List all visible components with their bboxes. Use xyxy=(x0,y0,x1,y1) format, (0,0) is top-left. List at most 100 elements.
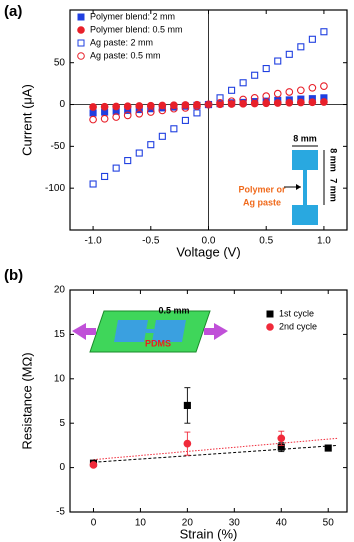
legend-entry: Ag paste: 0.5 mm xyxy=(77,50,161,60)
fit-line xyxy=(93,444,338,463)
inset-device xyxy=(72,310,228,353)
gap xyxy=(146,329,154,333)
marker xyxy=(204,100,213,109)
marker xyxy=(227,97,236,106)
legend: Polymer blend: 2 mm Polymer blend: 0.5 mm… xyxy=(77,11,183,60)
marker xyxy=(250,99,259,108)
marker xyxy=(297,43,305,51)
marker xyxy=(285,88,294,96)
legend-label: 1st cycle xyxy=(279,308,314,318)
legend-entry: 1st cycle xyxy=(266,308,314,318)
annotation: Polymer or xyxy=(238,184,286,194)
pad xyxy=(292,150,318,170)
marker xyxy=(273,99,282,107)
y-tick-label: -50 xyxy=(51,141,66,152)
legend-entry: Polymer blend: 2 mm xyxy=(77,11,175,21)
marker xyxy=(123,111,132,120)
marker xyxy=(239,95,247,104)
marker xyxy=(112,113,121,121)
legend-label: 2nd cycle xyxy=(279,321,317,331)
annotation: 8 mm xyxy=(329,148,339,172)
marker xyxy=(170,125,178,133)
plot: -1.0 -0.5 0.0 0.5 1.0 -100 -50 0 50 Voltage (V) Cu… xyxy=(19,9,348,259)
arrow-head xyxy=(296,184,301,190)
marker xyxy=(296,98,305,107)
marker xyxy=(112,164,120,172)
marker xyxy=(100,102,109,111)
marker xyxy=(135,149,143,157)
marker xyxy=(135,109,144,118)
y-tick-label: 50 xyxy=(54,57,66,68)
x-tick-label: 40 xyxy=(276,518,288,529)
marker xyxy=(158,132,166,140)
x-axis-label: Strain (%) xyxy=(180,526,238,541)
marker xyxy=(324,444,332,452)
legend-marker xyxy=(77,13,85,21)
legend-marker xyxy=(77,39,85,47)
marker xyxy=(296,86,305,95)
marker xyxy=(170,104,178,113)
legend-label: Polymer blend: 2 mm xyxy=(90,11,175,21)
marker xyxy=(123,102,132,111)
y-tick-label: 15 xyxy=(54,329,66,340)
legend-entry: Polymer blend: 0.5 mm xyxy=(77,24,183,34)
y-tick-label: 0 xyxy=(59,462,65,473)
marker xyxy=(228,86,236,94)
y-tick-label: 0 xyxy=(59,99,65,110)
arrow xyxy=(204,323,228,340)
x-tick-label: 0.0 xyxy=(202,236,216,247)
y-tick-label: 10 xyxy=(54,373,66,384)
legend-entry: 2nd cycle xyxy=(266,321,317,331)
annotation: 0.5 mm xyxy=(158,305,189,315)
legend-label: Ag paste: 2 mm xyxy=(90,37,153,47)
legend-entry: Ag paste: 2 mm xyxy=(77,37,153,47)
marker xyxy=(277,434,286,443)
x-tick-label: 0.5 xyxy=(259,236,273,247)
marker xyxy=(146,108,155,116)
marker xyxy=(135,102,144,110)
marker xyxy=(100,114,109,123)
x-tick-label: 20 xyxy=(182,518,194,529)
marker xyxy=(89,180,97,188)
marker xyxy=(89,461,98,469)
legend-marker xyxy=(77,26,85,34)
marker xyxy=(193,102,201,111)
legend-marker xyxy=(266,310,274,318)
arrow xyxy=(72,323,96,340)
pad xyxy=(152,320,186,342)
x-tick-label: 30 xyxy=(229,518,241,529)
y-axis-label: Current (μA) xyxy=(19,84,34,156)
marker xyxy=(193,109,201,117)
legend-label: Ag paste: 0.5 mm xyxy=(90,50,161,60)
marker xyxy=(320,82,328,90)
pad xyxy=(292,205,318,225)
marker xyxy=(274,57,282,65)
marker xyxy=(216,99,224,107)
marker xyxy=(285,98,294,107)
legend-label: Polymer blend: 0.5 mm xyxy=(90,24,183,34)
marker xyxy=(250,93,259,102)
annotation: Ag paste xyxy=(243,197,281,207)
marker xyxy=(262,99,271,108)
marker xyxy=(89,115,97,124)
inset-device xyxy=(284,145,325,225)
marker xyxy=(308,83,317,92)
y-tick-label: -5 xyxy=(56,507,65,518)
y-tick-label: 5 xyxy=(59,418,65,429)
annotation: PDMS xyxy=(145,338,171,348)
fit-line xyxy=(93,437,338,461)
marker xyxy=(308,35,316,43)
x-tick-label: 1.0 xyxy=(317,236,331,247)
legend: 1st cycle 2nd cycle xyxy=(266,308,317,331)
annotation: 8 mm xyxy=(293,133,317,143)
marker xyxy=(183,439,192,448)
y-tick-label: -100 xyxy=(45,183,65,194)
marker xyxy=(89,103,97,111)
marker xyxy=(320,28,328,36)
marker xyxy=(181,104,190,112)
pad xyxy=(114,320,148,342)
marker xyxy=(101,172,109,181)
marker xyxy=(273,89,282,98)
marker xyxy=(216,94,224,102)
